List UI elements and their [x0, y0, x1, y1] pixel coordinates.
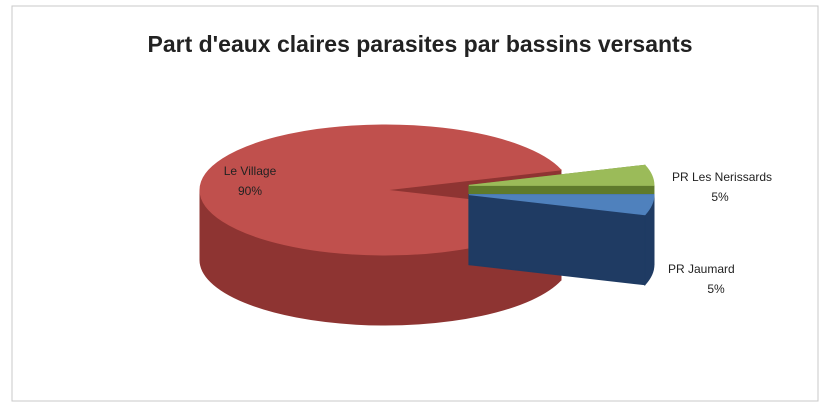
slice-value-label: 5% [711, 190, 729, 204]
slice-value-label: 90% [238, 184, 262, 198]
slice-label: PR Jaumard [668, 262, 735, 276]
chart-title: Part d'eaux claires parasites par bassin… [148, 31, 693, 57]
slice-label: Le Village [224, 164, 277, 178]
slice-label: PR Les Nerissards [672, 170, 772, 184]
slice [468, 164, 655, 186]
slice [468, 194, 655, 216]
slice-value-label: 5% [707, 282, 725, 296]
